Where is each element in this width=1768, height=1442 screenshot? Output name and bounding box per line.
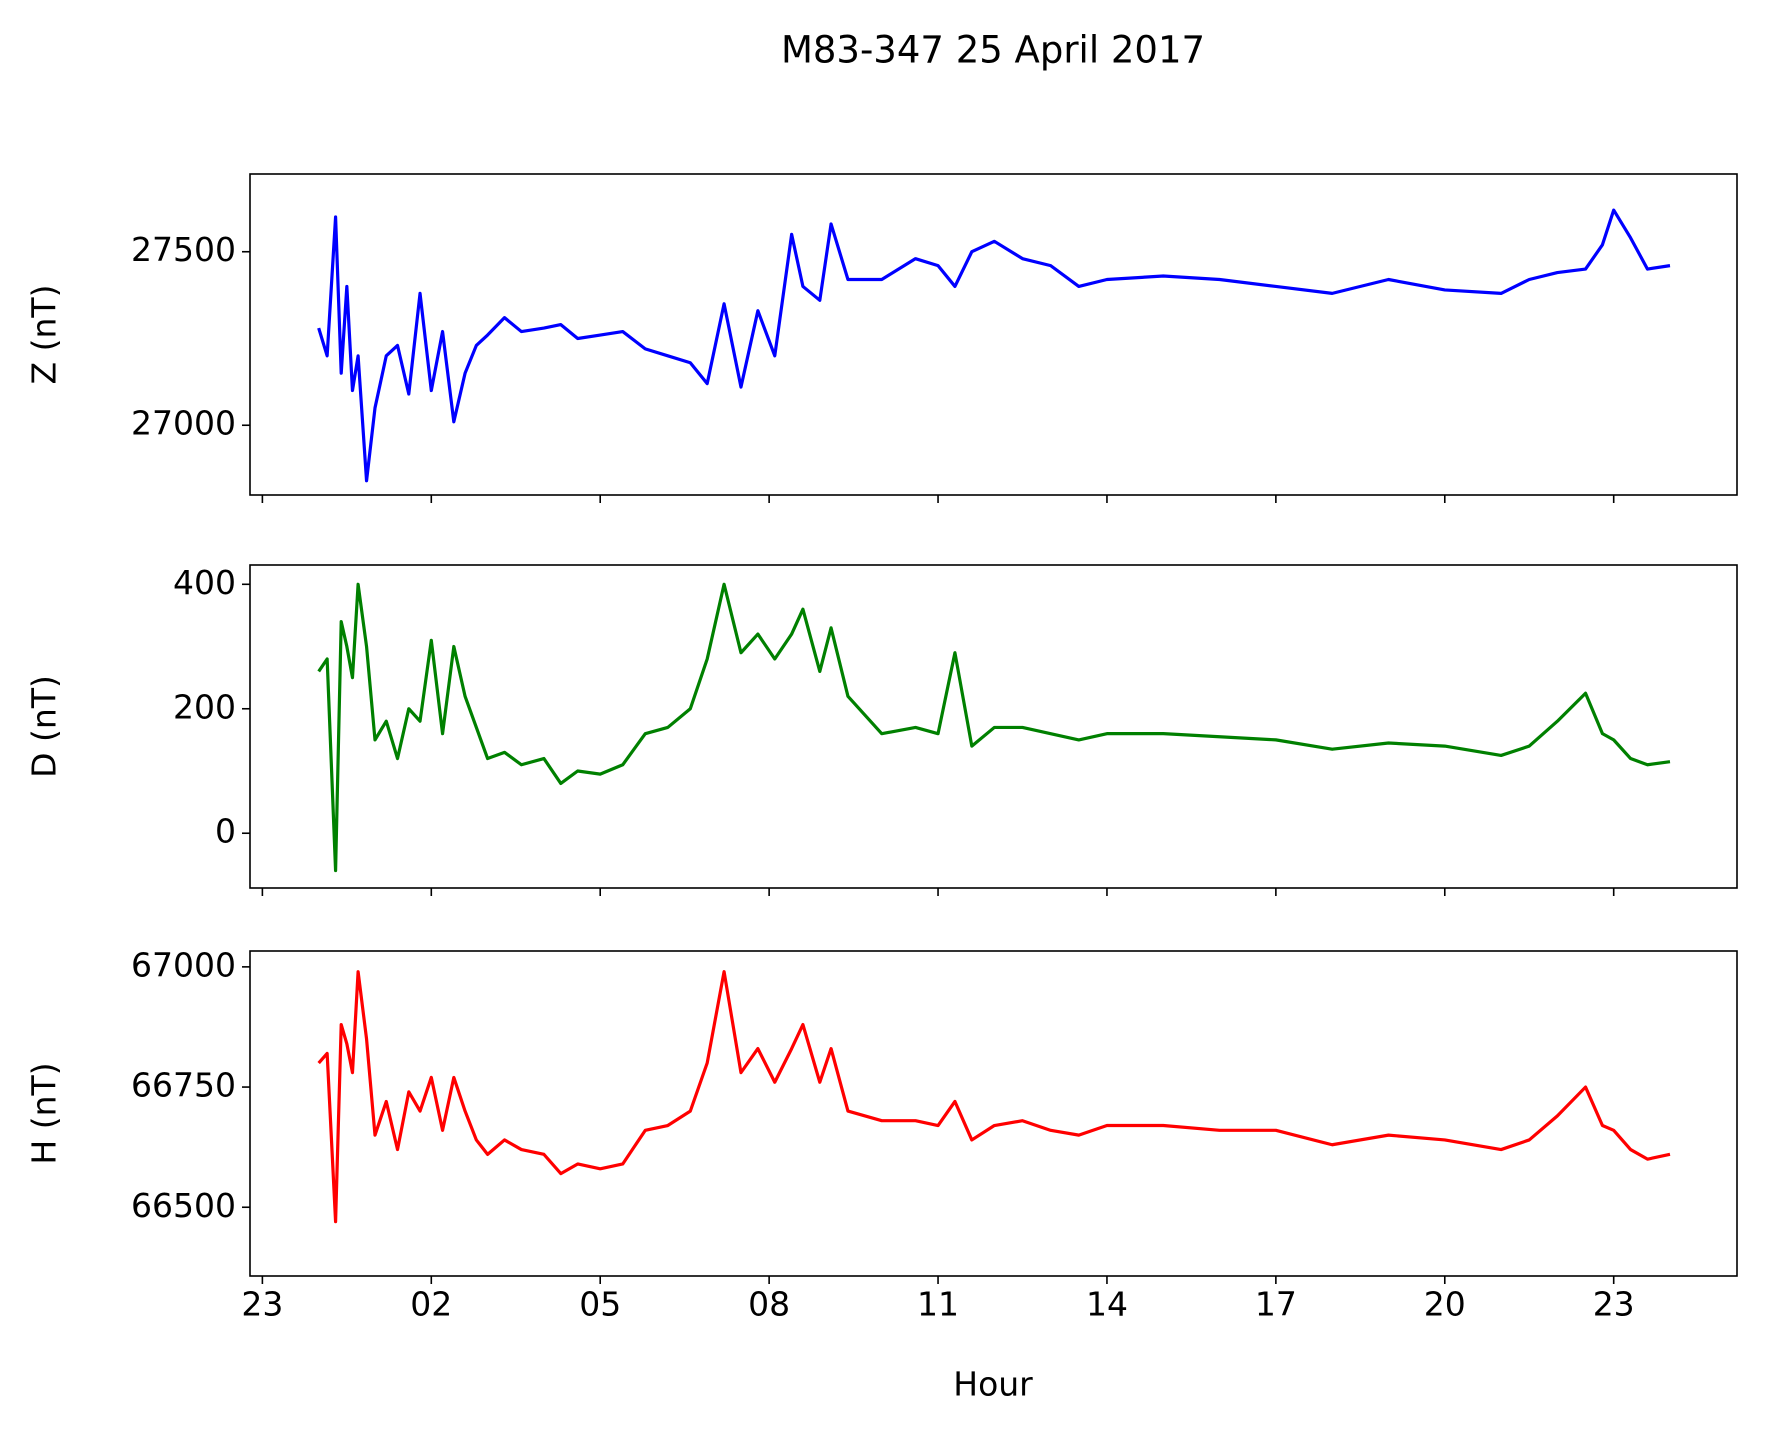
x-tick-label: 02 — [410, 1285, 452, 1324]
y-tick-label: 200 — [173, 687, 236, 726]
y-tick-label: 27000 — [131, 404, 236, 443]
y-axis-label: H (nT) — [25, 1062, 64, 1164]
y-tick-label: 67000 — [131, 945, 236, 984]
x-tick-label: 05 — [579, 1285, 621, 1324]
x-tick-label: 23 — [241, 1285, 283, 1324]
x-axis-label: Hour — [953, 1365, 1033, 1404]
x-tick-label: 17 — [1255, 1285, 1297, 1324]
y-tick-label: 0 — [215, 812, 236, 851]
x-tick-label: 08 — [748, 1285, 790, 1324]
x-tick-label: 11 — [917, 1285, 959, 1324]
y-axis-label: D (nT) — [25, 675, 64, 778]
data-line — [317, 970, 1671, 1224]
chart-title: M83-347 25 April 2017 — [781, 29, 1205, 72]
axes-frame — [249, 564, 1738, 889]
axes-frame — [249, 950, 1738, 1277]
y-tick-label: 66500 — [131, 1186, 236, 1225]
y-tick-label: 400 — [173, 563, 236, 602]
x-tick-label: 14 — [1086, 1285, 1128, 1324]
x-tick-label: 20 — [1424, 1285, 1466, 1324]
data-line — [317, 208, 1671, 483]
y-axis-label: Z (nT) — [25, 285, 64, 385]
data-line — [317, 582, 1671, 873]
y-tick-label: 27500 — [131, 230, 236, 269]
axes-frame — [249, 173, 1738, 496]
y-tick-label: 66750 — [131, 1066, 236, 1105]
x-tick-label: 23 — [1593, 1285, 1635, 1324]
